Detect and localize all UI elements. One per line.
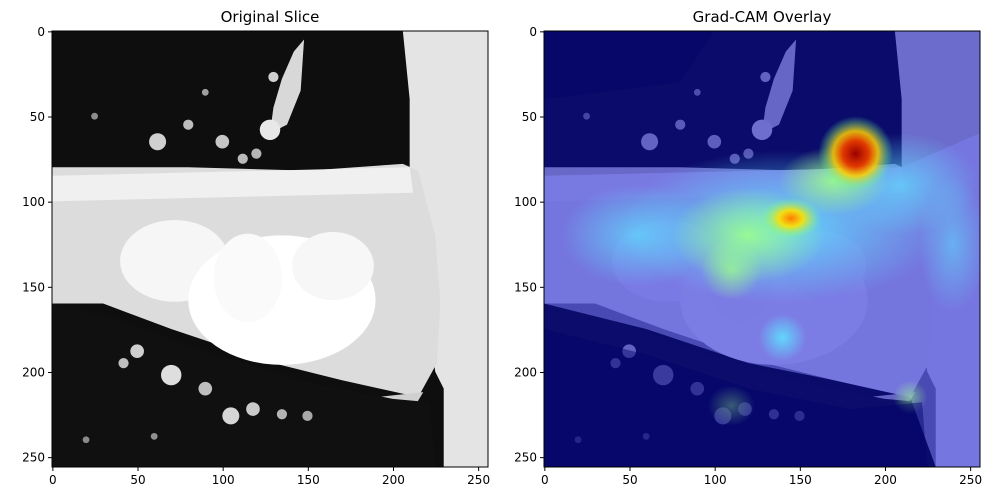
x-tick-label-right: 0 bbox=[541, 473, 549, 487]
x-tick-label-right: 100 bbox=[704, 473, 727, 487]
x-tick-label-left: 200 bbox=[382, 473, 405, 487]
panel-title-original: Original Slice bbox=[221, 8, 320, 26]
panel-original-slice: Original Slice 0 0 50 50 100 100 150 150 200 200 2… bbox=[22, 8, 490, 487]
x-tick-label-left: 50 bbox=[130, 473, 145, 487]
y-tick-label-left: 50 bbox=[30, 110, 45, 124]
y-tick-label-left: 0 bbox=[37, 25, 45, 39]
y-tick-label-right: 100 bbox=[514, 195, 537, 209]
ticks-right: 0 0 50 50 100 100 150 150 200 200 250 250 bbox=[514, 25, 982, 487]
axes-frame-right bbox=[543, 30, 981, 468]
x-tick-label-right: 50 bbox=[622, 473, 637, 487]
y-tick-label-left: 200 bbox=[22, 365, 45, 379]
y-tick-label-left: 250 bbox=[22, 451, 45, 465]
x-tick-label-right: 150 bbox=[789, 473, 812, 487]
y-tick-label-right: 0 bbox=[529, 25, 537, 39]
x-tick-label-left: 250 bbox=[467, 473, 490, 487]
panel-title-gradcam: Grad-CAM Overlay bbox=[693, 8, 832, 26]
x-tick-label-right: 200 bbox=[874, 473, 897, 487]
y-tick-label-right: 150 bbox=[514, 280, 537, 294]
y-tick-label-left: 150 bbox=[22, 280, 45, 294]
x-tick-label-left: 100 bbox=[212, 473, 235, 487]
y-tick-label-right: 50 bbox=[522, 110, 537, 124]
panel-gradcam-overlay: Grad-CAM Overlay bbox=[514, 8, 982, 487]
axes-frame-left bbox=[51, 30, 489, 468]
ticks-left: 0 0 50 50 100 100 150 150 200 200 250 250 bbox=[22, 25, 490, 487]
gradcam-overlay-image bbox=[544, 31, 980, 467]
y-tick-label-left: 100 bbox=[22, 195, 45, 209]
ct-slice-image bbox=[52, 31, 488, 467]
y-tick-label-right: 250 bbox=[514, 451, 537, 465]
x-tick-label-right: 250 bbox=[959, 473, 982, 487]
x-tick-label-left: 150 bbox=[297, 473, 320, 487]
y-tick-label-right: 200 bbox=[514, 365, 537, 379]
x-tick-label-left: 0 bbox=[49, 473, 57, 487]
